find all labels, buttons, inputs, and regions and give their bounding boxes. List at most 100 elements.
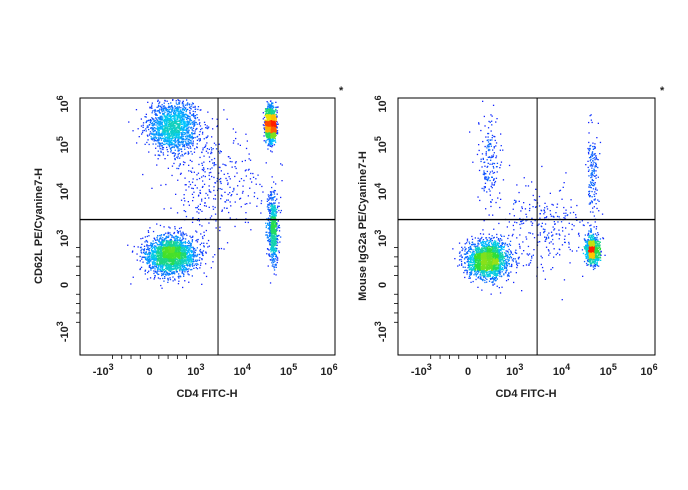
- event-dot: [177, 264, 179, 266]
- event-dot: [193, 252, 195, 254]
- event-dot: [177, 251, 179, 253]
- event-dot: [165, 115, 168, 117]
- event-dot: [167, 278, 169, 280]
- event-dot: [167, 268, 169, 270]
- event-dot: [176, 247, 178, 249]
- event-dot: [159, 262, 161, 264]
- event-dot: [167, 138, 169, 140]
- event-dot: [156, 126, 158, 128]
- event-dot: [201, 251, 203, 253]
- event-dot: [173, 260, 176, 262]
- event-dot: [155, 251, 157, 253]
- event-dot: [175, 108, 178, 110]
- event-dot: [151, 124, 153, 126]
- event-dot: [159, 134, 161, 137]
- event-dot: [153, 245, 156, 247]
- event-dot: [201, 258, 203, 260]
- event-dot: [175, 267, 177, 270]
- event-dot: [181, 111, 183, 114]
- event-dot: [162, 251, 164, 253]
- event-dot: [181, 247, 183, 249]
- event-dot: [192, 250, 194, 252]
- event-dot: [179, 249, 181, 251]
- event-dot: [191, 236, 194, 238]
- event-dot: [184, 242, 187, 244]
- event-dot: [157, 268, 159, 270]
- event-dot: [151, 252, 153, 254]
- event-dot: [187, 258, 189, 260]
- event-dot: [169, 135, 171, 137]
- event-dot: [176, 109, 179, 111]
- event-dot: [170, 113, 172, 115]
- event-dot: [146, 241, 149, 243]
- event-dot: [160, 117, 162, 119]
- event-dot: [153, 254, 155, 256]
- event-dot: [189, 119, 192, 121]
- event-dot: [185, 253, 187, 255]
- event-dot: [199, 248, 202, 251]
- event-dot: [262, 112, 264, 114]
- event-dot: [182, 238, 184, 240]
- event-dot: [171, 115, 173, 117]
- event-dot: [183, 250, 185, 253]
- event-dot: [266, 112, 269, 115]
- event-dot: [195, 121, 197, 124]
- event-dot: [207, 246, 209, 248]
- event-dot: [266, 101, 268, 103]
- event-dot: [142, 130, 144, 132]
- event-dot: [157, 134, 159, 136]
- event-dot: [173, 120, 175, 123]
- event-dot: [179, 157, 181, 159]
- event-dot: [181, 270, 183, 272]
- event-dot: [175, 121, 177, 123]
- event-dot: [160, 128, 163, 130]
- event-dot: [170, 248, 172, 250]
- event-dot: [155, 128, 157, 130]
- event-dot: [158, 129, 160, 131]
- event-dot: [173, 232, 175, 235]
- event-dot: [168, 273, 170, 275]
- event-dot: [170, 116, 172, 118]
- event-dot: [196, 231, 198, 233]
- event-dot: [163, 246, 165, 249]
- event-dot: [162, 256, 165, 258]
- event-dot: [158, 138, 160, 140]
- event-dot: [191, 250, 193, 252]
- event-dot: [182, 137, 184, 139]
- event-dot: [160, 266, 162, 269]
- event-dot: [177, 130, 179, 132]
- event-dot: [271, 141, 273, 143]
- event-dot: [159, 258, 162, 261]
- event-dot: [154, 120, 156, 122]
- event-dot: [132, 250, 134, 252]
- event-dot: [158, 259, 160, 261]
- event-dot: [168, 110, 170, 113]
- event-dot: [184, 108, 186, 110]
- event-dot: [189, 111, 191, 114]
- event-dot: [210, 267, 212, 269]
- event-dot: [164, 119, 166, 121]
- event-dot: [174, 109, 176, 111]
- event-dot: [171, 138, 173, 140]
- event-dot: [202, 131, 204, 133]
- event-dot: [188, 258, 191, 260]
- event-dot: [163, 234, 165, 236]
- plot-frame: [79, 97, 336, 356]
- event-dot: [151, 106, 153, 108]
- event-dot: [160, 107, 162, 109]
- event-dot: [178, 259, 180, 261]
- event-dot: [265, 135, 267, 137]
- event-dot: [163, 116, 165, 118]
- event-dot: [199, 243, 201, 246]
- event-dot: [146, 256, 148, 258]
- event-dot: [170, 129, 172, 131]
- event-dot: [160, 109, 162, 111]
- event-dot: [159, 268, 161, 270]
- event-dot: [149, 255, 151, 257]
- event-dot: [265, 129, 268, 132]
- event-dot: [163, 133, 166, 135]
- event-dot: [189, 120, 191, 122]
- event-dot: [180, 242, 183, 245]
- event-dot: [173, 162, 175, 165]
